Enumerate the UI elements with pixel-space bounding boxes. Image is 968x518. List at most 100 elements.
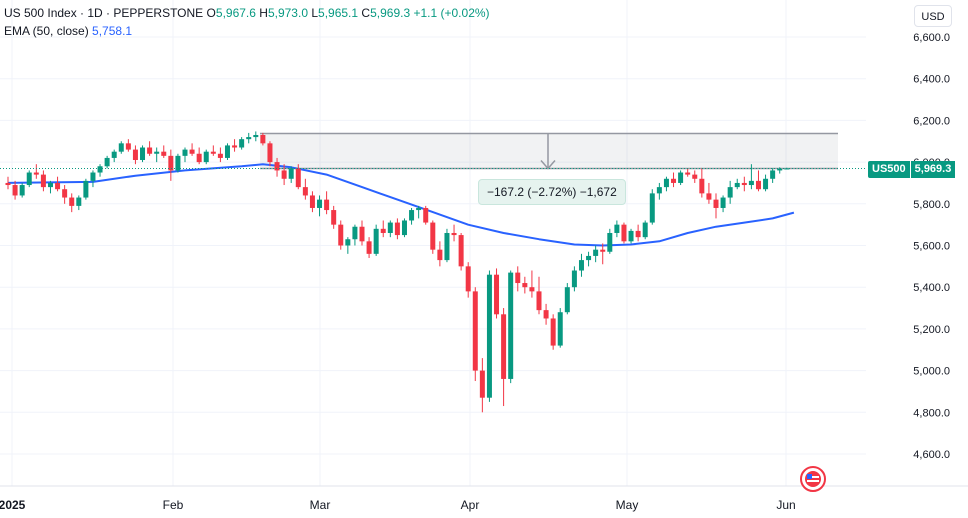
candle-body bbox=[90, 172, 96, 181]
candle bbox=[777, 167, 783, 174]
candle-body bbox=[458, 235, 464, 267]
candle bbox=[557, 308, 563, 348]
candle-body bbox=[83, 180, 89, 198]
candle-body bbox=[40, 174, 46, 188]
candle-body bbox=[416, 207, 422, 211]
candle bbox=[755, 170, 761, 192]
candle-body bbox=[706, 193, 712, 200]
candle-body bbox=[486, 274, 492, 398]
candle bbox=[564, 283, 570, 315]
candle-body bbox=[352, 226, 358, 240]
candle bbox=[649, 189, 655, 225]
candle-body bbox=[621, 224, 627, 242]
ema-line bbox=[7, 163, 795, 247]
candle-body bbox=[140, 147, 146, 161]
legend-ohlc: US 500 Index · 1D · PEPPERSTONE O5,967.6… bbox=[4, 6, 490, 20]
candle-body bbox=[472, 291, 478, 371]
candle bbox=[196, 147, 202, 165]
candle bbox=[40, 170, 46, 192]
candle-body bbox=[189, 149, 195, 154]
candle bbox=[295, 164, 301, 190]
candle-body bbox=[366, 241, 372, 254]
candle-body bbox=[5, 182, 11, 186]
candle-body bbox=[543, 310, 549, 319]
candle bbox=[267, 141, 273, 167]
candle-body bbox=[288, 168, 294, 179]
candle bbox=[90, 170, 96, 188]
candle-body bbox=[161, 151, 167, 156]
candle bbox=[550, 314, 556, 350]
y-tick-label: 5,200.0 bbox=[913, 324, 950, 336]
candle bbox=[713, 193, 719, 219]
legend-ema[interactable]: EMA (50, close) 5,758.1 bbox=[4, 24, 132, 38]
y-tick-label: 6,400.0 bbox=[913, 74, 950, 86]
candle-body bbox=[678, 172, 684, 183]
currency-button[interactable]: USD bbox=[914, 5, 952, 27]
candle bbox=[224, 143, 230, 161]
ema-value: 5,758.1 bbox=[92, 24, 133, 38]
candle bbox=[140, 145, 146, 163]
candle-body bbox=[12, 185, 18, 196]
candle bbox=[642, 220, 648, 240]
candle bbox=[161, 145, 167, 158]
y-tick-label: 5,600.0 bbox=[913, 241, 950, 253]
candle bbox=[189, 143, 195, 156]
candle-body bbox=[253, 134, 259, 138]
candle-body bbox=[600, 249, 606, 252]
candle-body bbox=[47, 182, 53, 188]
candle bbox=[97, 164, 103, 177]
candle bbox=[515, 266, 521, 292]
flag-logo-icon[interactable] bbox=[800, 466, 826, 492]
candle-body bbox=[331, 210, 337, 225]
legend-open: 5,967.6 bbox=[215, 6, 256, 20]
candle bbox=[401, 218, 407, 238]
candle-body bbox=[26, 172, 32, 186]
candle-body bbox=[649, 193, 655, 223]
legend-close: 5,969.3 bbox=[370, 6, 411, 20]
candle bbox=[62, 185, 68, 204]
y-tick-label: 5,800.0 bbox=[913, 199, 950, 211]
candle bbox=[260, 132, 266, 146]
candle-body bbox=[508, 272, 514, 379]
candle bbox=[246, 132, 252, 144]
candle bbox=[111, 149, 117, 163]
candle bbox=[210, 145, 216, 156]
candle-body bbox=[338, 224, 344, 246]
candle bbox=[614, 220, 620, 238]
price-axis[interactable]: 4,600.0 4,800.0 5,000.0 5,200.0 5,400.0 5,600… bbox=[913, 32, 950, 461]
candle-body bbox=[614, 224, 620, 233]
candle-body bbox=[203, 151, 209, 163]
candle-body bbox=[69, 197, 75, 206]
candle-body bbox=[529, 287, 535, 292]
candle-body bbox=[387, 222, 393, 233]
candle bbox=[373, 224, 379, 256]
candle-body bbox=[239, 139, 245, 148]
measure-label[interactable]: −167.2 (−2.72%) −1,672 bbox=[478, 179, 626, 205]
legend-symbol: US 500 Index · 1D · PEPPERSTONE bbox=[4, 6, 204, 20]
candle bbox=[494, 268, 500, 319]
measure-arrow-head-icon bbox=[540, 160, 556, 170]
candle bbox=[182, 147, 188, 163]
candle-body bbox=[536, 291, 542, 311]
candle-body bbox=[479, 370, 485, 398]
candle bbox=[600, 243, 606, 265]
candle bbox=[132, 145, 138, 165]
candle-body bbox=[699, 178, 705, 194]
candle-body bbox=[267, 143, 273, 163]
candle bbox=[274, 157, 280, 177]
candle-body bbox=[217, 153, 223, 158]
candle-body bbox=[727, 187, 733, 198]
candle-body bbox=[345, 239, 351, 246]
candle-body bbox=[515, 272, 521, 284]
candle-body bbox=[578, 260, 584, 271]
candle-body bbox=[210, 151, 216, 154]
measure-tool[interactable] bbox=[260, 132, 838, 170]
candle bbox=[685, 168, 691, 177]
candle bbox=[543, 303, 549, 325]
candle bbox=[359, 220, 365, 246]
candle bbox=[324, 191, 330, 215]
candle bbox=[727, 180, 733, 204]
candle-body bbox=[118, 143, 124, 152]
candle-body bbox=[770, 170, 776, 179]
